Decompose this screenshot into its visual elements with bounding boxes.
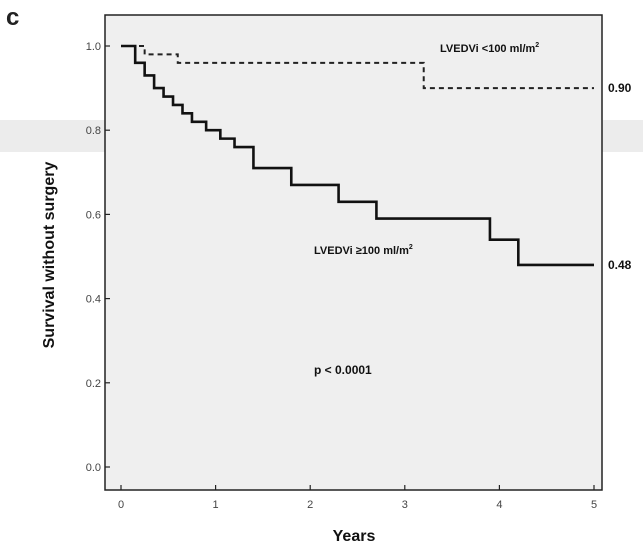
y-axis-ticks: 0.0 0.2 0.4 0.6 0.8 1.0: [86, 41, 110, 474]
y-tick-label: 0.8: [86, 125, 101, 137]
panel-label: c: [6, 4, 20, 31]
p-value-annotation: p < 0.0001: [314, 363, 372, 377]
x-axis-label: Years: [332, 528, 376, 545]
labels-layer: LVEDVi <100 ml/m2 LVEDVi ≥100 ml/m2 0.90 0.…: [314, 42, 632, 377]
legend-label-lvedvi-high: LVEDVi ≥100 ml/m2: [314, 244, 413, 257]
x-tick-label: 1: [213, 499, 219, 511]
y-tick-label: 0.4: [86, 294, 101, 306]
x-tick-label: 5: [591, 499, 597, 511]
end-value-label-lvedvi-high: 0.48: [608, 258, 632, 272]
end-value-label-lvedvi-low: 0.90: [608, 81, 632, 95]
x-tick-label: 3: [402, 499, 408, 511]
y-tick-label: 0.2: [86, 378, 101, 390]
x-tick-label: 4: [496, 499, 502, 511]
x-axis-ticks: 0 1 2 3 4 5: [118, 485, 597, 511]
y-tick-label: 1.0: [86, 41, 101, 53]
y-tick-label: 0.0: [86, 462, 101, 474]
series-line-lvedvi-high: [121, 44, 594, 267]
legend-label-lvedvi-low: LVEDVi <100 ml/m2: [440, 42, 539, 55]
x-tick-label: 2: [307, 499, 313, 511]
series-layer: [121, 44, 594, 267]
x-tick-label: 0: [118, 499, 124, 511]
y-tick-label: 0.6: [86, 209, 101, 221]
y-axis-label: Survival without surgery: [41, 161, 58, 349]
